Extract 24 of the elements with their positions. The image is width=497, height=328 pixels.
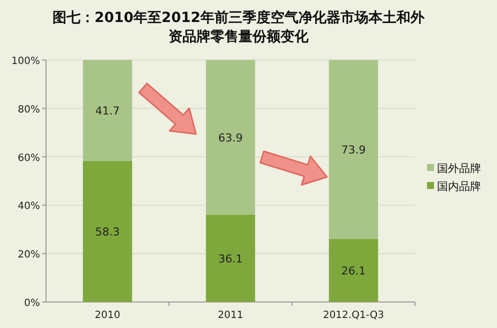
bar xyxy=(206,214,256,302)
bar xyxy=(206,60,256,215)
chart-title: 图七：2010年至2012年前三季度空气净化器市场本土和外资品牌零售量份额变化 xyxy=(52,9,426,45)
y-tick-label: 20% xyxy=(18,250,40,261)
data-label: 41.7 xyxy=(95,104,120,118)
y-tick-label: 0% xyxy=(24,298,40,309)
bar xyxy=(328,238,378,302)
x-tick-label: 2010 xyxy=(94,310,120,321)
x-tick-label: 2012.Q1-Q3 xyxy=(322,310,384,321)
data-label: 63.9 xyxy=(218,131,243,144)
y-tick-label: 100% xyxy=(11,56,40,67)
y-tick-label: 40% xyxy=(18,201,40,212)
data-label: 73.9 xyxy=(341,143,366,156)
legend-label: 国内品牌 xyxy=(437,180,481,193)
x-tick-label: 2011 xyxy=(218,310,244,321)
bar xyxy=(82,60,132,161)
bar xyxy=(82,160,132,302)
y-tick-label: 60% xyxy=(18,152,40,164)
data-label: 58.3 xyxy=(95,225,120,238)
data-label: 26.1 xyxy=(341,264,366,278)
bar xyxy=(328,60,378,239)
y-tick-label: 80% xyxy=(18,104,40,116)
data-label: 36.1 xyxy=(218,252,243,266)
legend-label: 国外品牌 xyxy=(437,162,481,175)
